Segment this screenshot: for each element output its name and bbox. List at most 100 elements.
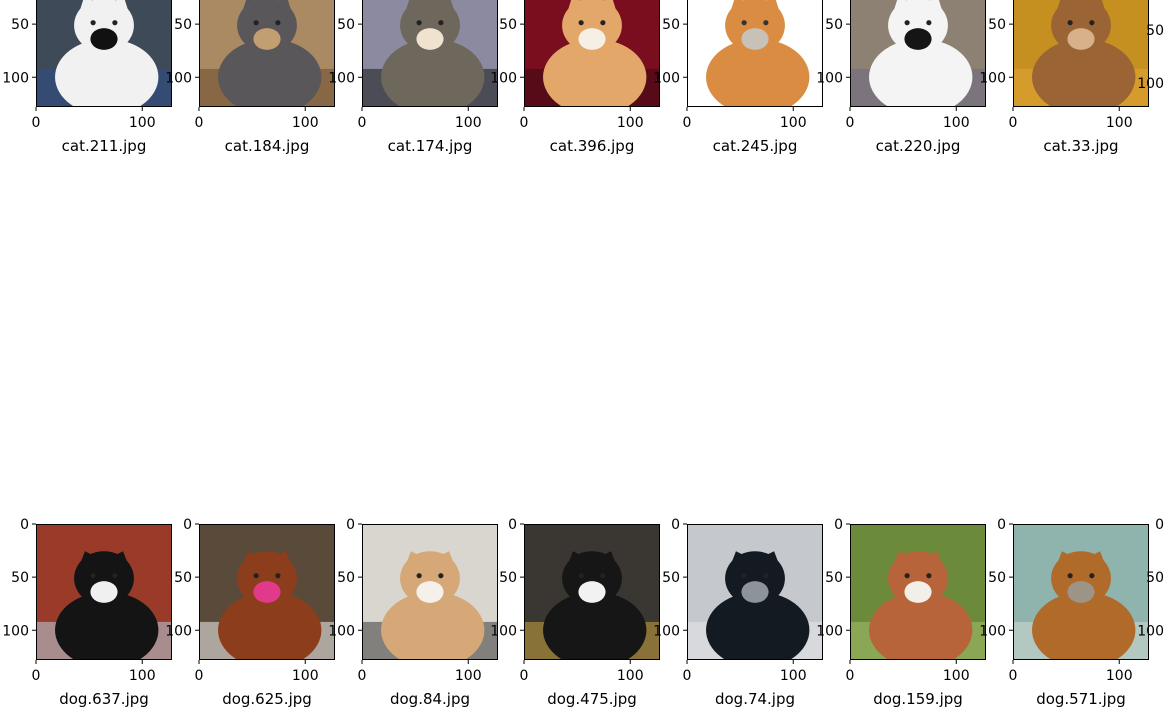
panel-filename-label: dog.159.jpg — [873, 690, 963, 708]
cat-panel: 50 100 0 100 cat.220.jpg — [816, 0, 986, 155]
x-tick-label: 100 — [943, 668, 970, 684]
x-tick-label: 100 — [292, 668, 319, 684]
x-tick-label: 100 — [617, 668, 644, 684]
x-tick-label: 100 — [943, 115, 970, 131]
panel-filename-label: cat.220.jpg — [876, 137, 961, 155]
cat-photo — [850, 0, 986, 115]
y-tick-label: 0 — [183, 517, 192, 533]
panel-filename-label: dog.74.jpg — [715, 690, 795, 708]
y-tick-label: 50 — [337, 17, 355, 33]
cat-panel: 50 100 0 100 cat.174.jpg — [328, 0, 498, 155]
dog-photo — [199, 524, 335, 668]
panel-filename-label: cat.211.jpg — [62, 137, 147, 155]
panel-filename-label: cat.245.jpg — [713, 137, 798, 155]
edge-y-tick-label: 0 — [1155, 517, 1164, 533]
x-tick-label: 0 — [1009, 668, 1018, 684]
y-tick-label: 50 — [825, 17, 843, 33]
y-tick-label: 100 — [165, 623, 192, 639]
y-tick-label: 50 — [499, 17, 517, 33]
dog-panel: 0 50 100 0 100 dog.84.jpg — [328, 517, 498, 708]
x-tick-label: 0 — [32, 668, 41, 684]
x-tick-label: 0 — [846, 668, 855, 684]
panel-filename-label: dog.625.jpg — [222, 690, 312, 708]
y-tick-label: 50 — [988, 570, 1006, 586]
x-tick-label: 0 — [1009, 115, 1018, 131]
x-tick-label: 100 — [455, 668, 482, 684]
y-tick-label: 100 — [328, 70, 355, 86]
y-tick-label: 100 — [165, 70, 192, 86]
edge-y-tick-label: 50 — [1146, 23, 1164, 39]
panel-filename-label: dog.571.jpg — [1036, 690, 1126, 708]
dog-panel: 0 50 100 0 100 dog.625.jpg — [165, 517, 335, 708]
cat-photo — [36, 0, 172, 115]
dog-panel: 0 50 100 0 100 dog.571.jpg — [979, 517, 1149, 708]
edge-y-tick-label: 100 — [1137, 76, 1164, 92]
x-tick-label: 0 — [195, 115, 204, 131]
y-tick-label: 50 — [11, 17, 29, 33]
panel-filename-label: cat.396.jpg — [550, 137, 635, 155]
panel-filename-label: dog.84.jpg — [390, 690, 470, 708]
y-tick-label: 50 — [662, 570, 680, 586]
x-tick-label: 100 — [455, 115, 482, 131]
x-tick-label: 0 — [520, 668, 529, 684]
y-tick-label: 100 — [2, 623, 29, 639]
cat-photo — [199, 0, 335, 115]
y-tick-label: 100 — [816, 70, 843, 86]
y-tick-label: 50 — [662, 17, 680, 33]
edge-y-tick-label: 50 — [1146, 570, 1164, 586]
x-tick-label: 100 — [617, 115, 644, 131]
y-tick-label: 100 — [979, 623, 1006, 639]
panel-filename-label: dog.475.jpg — [547, 690, 637, 708]
y-tick-label: 0 — [834, 517, 843, 533]
y-tick-label: 100 — [653, 70, 680, 86]
y-tick-label: 0 — [671, 517, 680, 533]
y-tick-label: 50 — [499, 570, 517, 586]
cat-photo — [524, 0, 660, 115]
dog-panel: 0 50 100 0 100 dog.637.jpg — [2, 517, 172, 708]
y-tick-label: 0 — [346, 517, 355, 533]
y-tick-label: 0 — [508, 517, 517, 533]
x-tick-label: 0 — [520, 115, 529, 131]
cat-panel: 50 100 0 100 cat.396.jpg — [490, 0, 660, 155]
y-tick-label: 100 — [490, 623, 517, 639]
y-tick-label: 100 — [2, 70, 29, 86]
dog-photo — [362, 524, 498, 668]
x-tick-label: 100 — [780, 115, 807, 131]
y-tick-label: 50 — [988, 17, 1006, 33]
x-tick-label: 0 — [358, 668, 367, 684]
dog-photo — [687, 524, 823, 668]
x-tick-label: 0 — [358, 115, 367, 131]
cat-panel: 50 100 0 100 cat.245.jpg — [653, 0, 823, 155]
x-tick-label: 100 — [292, 115, 319, 131]
x-tick-label: 0 — [683, 115, 692, 131]
y-tick-label: 0 — [997, 517, 1006, 533]
y-tick-label: 0 — [20, 517, 29, 533]
dog-panel: 0 50 100 0 100 dog.159.jpg — [816, 517, 986, 708]
x-tick-label: 0 — [683, 668, 692, 684]
y-tick-label: 100 — [979, 70, 1006, 86]
dog-photo — [850, 524, 986, 668]
dog-photo — [36, 524, 172, 668]
y-tick-label: 100 — [653, 623, 680, 639]
x-tick-label: 100 — [1106, 668, 1133, 684]
cat-photo — [362, 0, 498, 115]
x-tick-label: 0 — [846, 115, 855, 131]
y-tick-label: 100 — [490, 70, 517, 86]
x-tick-label: 100 — [1106, 115, 1133, 131]
y-tick-label: 50 — [174, 17, 192, 33]
y-tick-label: 100 — [328, 623, 355, 639]
y-tick-label: 50 — [11, 570, 29, 586]
x-tick-label: 100 — [129, 115, 156, 131]
dog-photo — [1013, 524, 1149, 668]
y-tick-label: 100 — [816, 623, 843, 639]
cat-panel: 501000 100cat.33.jpg — [979, 0, 1149, 155]
x-tick-label: 0 — [195, 668, 204, 684]
x-tick-label: 100 — [129, 668, 156, 684]
panel-filename-label: dog.637.jpg — [59, 690, 149, 708]
cat-photo — [687, 0, 823, 115]
y-tick-label: 50 — [825, 570, 843, 586]
dog-panel: 0 50 100 0 100 dog.475.jpg — [490, 517, 660, 708]
cat-panel: 50 100 0 100 cat.184.jpg — [165, 0, 335, 155]
dog-photo — [524, 524, 660, 668]
